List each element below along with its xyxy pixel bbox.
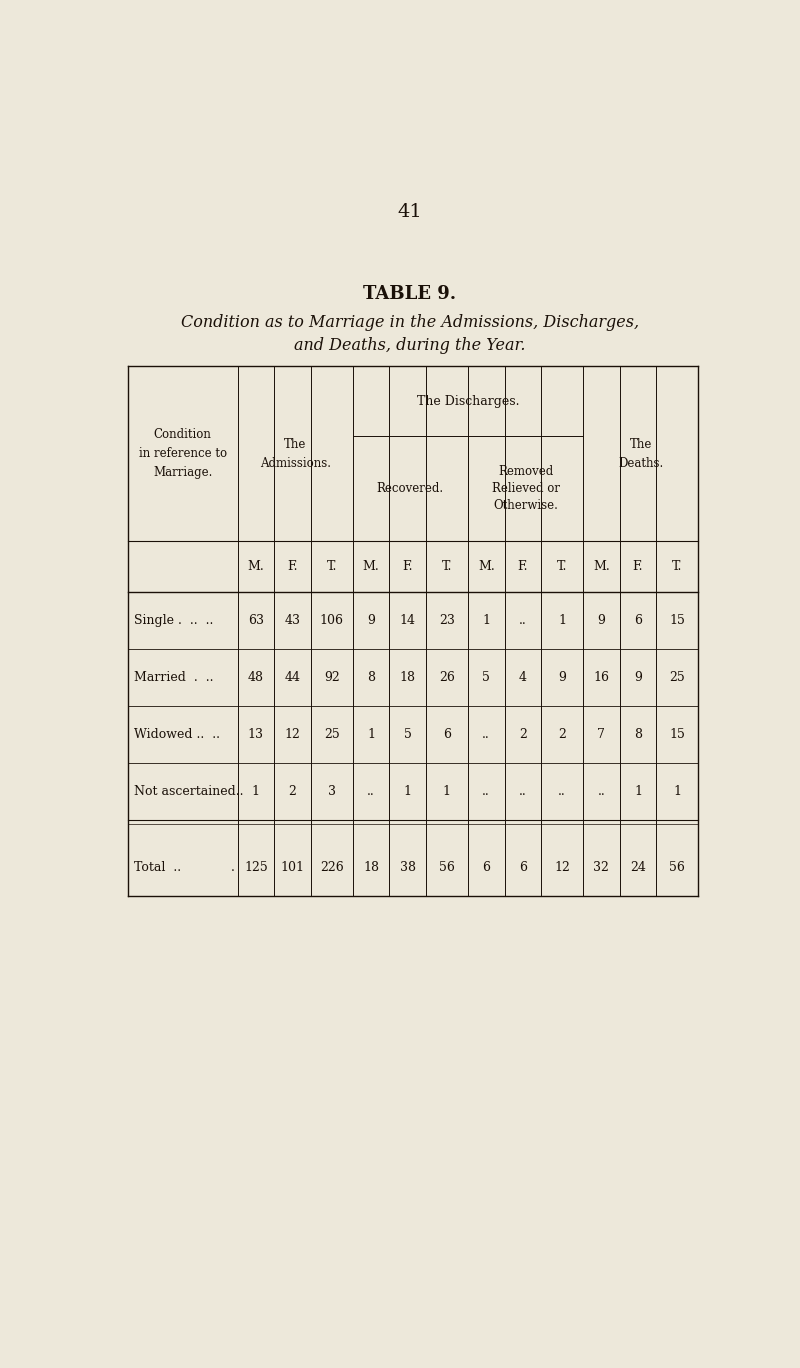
Text: 25: 25 bbox=[324, 728, 340, 741]
Text: 2: 2 bbox=[558, 728, 566, 741]
Text: 1: 1 bbox=[367, 728, 375, 741]
Text: 101: 101 bbox=[281, 862, 305, 874]
Text: 18: 18 bbox=[363, 862, 379, 874]
Text: 106: 106 bbox=[320, 614, 344, 627]
Text: ..: .. bbox=[519, 614, 526, 627]
Text: 12: 12 bbox=[554, 862, 570, 874]
Text: 125: 125 bbox=[244, 862, 268, 874]
Text: Widowed ..  ..: Widowed .. .. bbox=[134, 728, 221, 741]
Text: 13: 13 bbox=[248, 728, 264, 741]
Text: 3: 3 bbox=[328, 785, 336, 798]
Text: 48: 48 bbox=[248, 670, 264, 684]
Text: 7: 7 bbox=[598, 728, 606, 741]
Text: M.: M. bbox=[247, 560, 264, 573]
Text: M.: M. bbox=[478, 560, 494, 573]
Text: The Discharges.: The Discharges. bbox=[417, 395, 519, 408]
Text: F.: F. bbox=[518, 560, 528, 573]
Text: 43: 43 bbox=[285, 614, 301, 627]
Text: and Deaths, during the Year.: and Deaths, during the Year. bbox=[294, 337, 526, 354]
Text: 6: 6 bbox=[518, 862, 526, 874]
Text: 9: 9 bbox=[558, 670, 566, 684]
Text: 41: 41 bbox=[398, 202, 422, 222]
Text: 14: 14 bbox=[400, 614, 416, 627]
Text: Condition
in reference to
Marriage.: Condition in reference to Marriage. bbox=[138, 428, 227, 479]
Text: 15: 15 bbox=[670, 614, 686, 627]
Text: The
Deaths.: The Deaths. bbox=[618, 438, 663, 469]
Text: 56: 56 bbox=[670, 862, 686, 874]
Text: 92: 92 bbox=[324, 670, 340, 684]
Text: ..: .. bbox=[367, 785, 375, 798]
Text: ..: .. bbox=[482, 728, 490, 741]
Text: M.: M. bbox=[593, 560, 610, 573]
Text: T.: T. bbox=[326, 560, 337, 573]
Text: M.: M. bbox=[362, 560, 379, 573]
Text: The
Admissions.: The Admissions. bbox=[260, 438, 330, 469]
Text: 16: 16 bbox=[594, 670, 610, 684]
Text: ..: .. bbox=[598, 785, 606, 798]
Text: 1: 1 bbox=[558, 614, 566, 627]
Text: Removed
Relieved or
Otherwise.: Removed Relieved or Otherwise. bbox=[491, 465, 559, 512]
Text: Married  .  ..: Married . .. bbox=[134, 670, 214, 684]
Text: 6: 6 bbox=[443, 728, 451, 741]
Text: 226: 226 bbox=[320, 862, 344, 874]
Text: 32: 32 bbox=[594, 862, 610, 874]
Text: 1: 1 bbox=[482, 614, 490, 627]
Text: 1: 1 bbox=[404, 785, 412, 798]
Text: T.: T. bbox=[442, 560, 452, 573]
Text: 18: 18 bbox=[400, 670, 416, 684]
Text: 1: 1 bbox=[634, 785, 642, 798]
Text: 1: 1 bbox=[674, 785, 682, 798]
Text: ..: .. bbox=[519, 785, 526, 798]
Text: 4: 4 bbox=[518, 670, 526, 684]
Text: Condition as to Marriage in the Admissions, Discharges,: Condition as to Marriage in the Admissio… bbox=[181, 313, 639, 331]
Text: 1: 1 bbox=[443, 785, 451, 798]
Text: 8: 8 bbox=[634, 728, 642, 741]
Text: F.: F. bbox=[633, 560, 643, 573]
Text: Total  ..: Total .. bbox=[134, 862, 182, 874]
Text: T.: T. bbox=[557, 560, 567, 573]
Text: 5: 5 bbox=[482, 670, 490, 684]
Text: .: . bbox=[231, 862, 235, 874]
Text: 2: 2 bbox=[289, 785, 296, 798]
Text: Single .  ..  ..: Single . .. .. bbox=[134, 614, 214, 627]
Text: 5: 5 bbox=[404, 728, 411, 741]
Text: 63: 63 bbox=[248, 614, 264, 627]
Text: T.: T. bbox=[672, 560, 682, 573]
Text: ..: .. bbox=[482, 785, 490, 798]
Text: 24: 24 bbox=[630, 862, 646, 874]
Text: 9: 9 bbox=[634, 670, 642, 684]
Text: F.: F. bbox=[287, 560, 298, 573]
Text: 9: 9 bbox=[367, 614, 375, 627]
Text: 6: 6 bbox=[634, 614, 642, 627]
Text: 2: 2 bbox=[519, 728, 526, 741]
Text: 6: 6 bbox=[482, 862, 490, 874]
Text: F.: F. bbox=[402, 560, 413, 573]
Text: 44: 44 bbox=[285, 670, 301, 684]
Text: TABLE 9.: TABLE 9. bbox=[363, 286, 457, 304]
Text: 12: 12 bbox=[285, 728, 300, 741]
Text: 25: 25 bbox=[670, 670, 685, 684]
Text: 9: 9 bbox=[598, 614, 606, 627]
Text: 1: 1 bbox=[252, 785, 260, 798]
Text: Not ascertained..: Not ascertained.. bbox=[134, 785, 244, 798]
Text: 23: 23 bbox=[439, 614, 455, 627]
Text: ..: .. bbox=[558, 785, 566, 798]
Text: 38: 38 bbox=[400, 862, 416, 874]
Text: Recovered.: Recovered. bbox=[377, 482, 444, 495]
Text: 15: 15 bbox=[670, 728, 686, 741]
Text: 56: 56 bbox=[439, 862, 455, 874]
Text: 26: 26 bbox=[439, 670, 455, 684]
Text: 8: 8 bbox=[367, 670, 375, 684]
